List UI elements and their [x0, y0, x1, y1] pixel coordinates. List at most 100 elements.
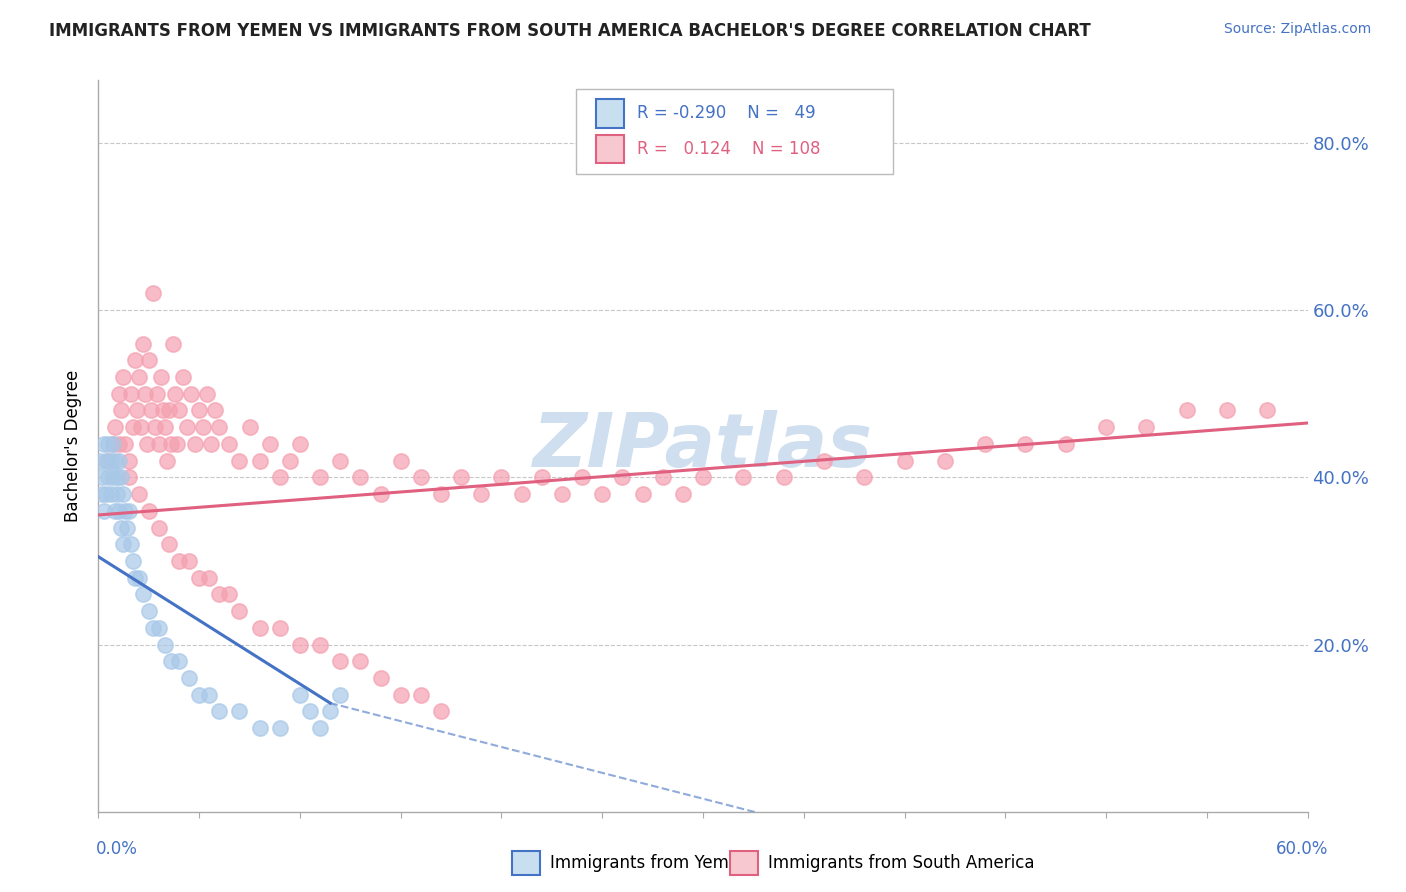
- Point: [198, 688, 221, 702]
- Point: [269, 721, 291, 735]
- Point: [167, 554, 190, 568]
- Point: [1135, 420, 1157, 434]
- Point: [430, 487, 453, 501]
- Point: [1054, 437, 1077, 451]
- Point: [125, 403, 148, 417]
- Point: [167, 403, 190, 417]
- Point: [148, 520, 170, 534]
- Point: [269, 621, 291, 635]
- Point: [259, 437, 281, 451]
- Point: [249, 721, 271, 735]
- Point: [204, 403, 226, 417]
- Point: [100, 487, 122, 501]
- Point: [156, 453, 179, 467]
- Text: Immigrants from South America: Immigrants from South America: [768, 855, 1035, 872]
- Point: [107, 437, 129, 451]
- Point: [319, 705, 342, 719]
- Point: [138, 604, 160, 618]
- Point: [91, 470, 114, 484]
- Point: [370, 671, 392, 685]
- Point: [97, 453, 120, 467]
- Point: [651, 470, 673, 484]
- Point: [389, 453, 412, 467]
- Point: [409, 688, 432, 702]
- Point: [162, 336, 184, 351]
- Text: Source: ZipAtlas.com: Source: ZipAtlas.com: [1223, 22, 1371, 37]
- Point: [591, 487, 613, 501]
- Point: [107, 386, 129, 401]
- Point: [105, 470, 128, 484]
- Point: [114, 504, 136, 518]
- Point: [1216, 403, 1239, 417]
- Point: [118, 504, 141, 518]
- Point: [138, 504, 160, 518]
- Point: [120, 386, 142, 401]
- Point: [510, 487, 533, 501]
- Point: [101, 437, 124, 451]
- Point: [200, 437, 222, 451]
- Point: [103, 453, 125, 467]
- Point: [349, 470, 371, 484]
- Point: [184, 437, 207, 451]
- Point: [163, 386, 186, 401]
- Point: [1014, 437, 1036, 451]
- Point: [551, 487, 574, 501]
- Point: [148, 621, 170, 635]
- Point: [672, 487, 695, 501]
- Point: [107, 453, 129, 467]
- Point: [974, 437, 997, 451]
- Point: [179, 554, 201, 568]
- Point: [329, 688, 352, 702]
- Point: [134, 386, 156, 401]
- Point: [692, 470, 714, 484]
- Point: [121, 554, 143, 568]
- Text: 0.0%: 0.0%: [96, 840, 138, 858]
- Point: [188, 571, 211, 585]
- Point: [470, 487, 492, 501]
- Point: [132, 587, 155, 601]
- Point: [208, 705, 231, 719]
- Point: [110, 520, 132, 534]
- Point: [228, 705, 250, 719]
- Point: [239, 420, 262, 434]
- Point: [160, 654, 183, 668]
- Point: [631, 487, 654, 501]
- Point: [1095, 420, 1118, 434]
- Point: [198, 571, 221, 585]
- Point: [733, 470, 755, 484]
- Point: [288, 638, 311, 652]
- Point: [329, 453, 352, 467]
- Point: [772, 470, 794, 484]
- Point: [157, 403, 180, 417]
- Point: [612, 470, 634, 484]
- Point: [129, 420, 152, 434]
- Point: [142, 621, 165, 635]
- Point: [124, 353, 146, 368]
- Point: [93, 504, 115, 518]
- Point: [103, 420, 125, 434]
- Point: [934, 453, 956, 467]
- Point: [450, 470, 472, 484]
- Point: [299, 705, 322, 719]
- Point: [166, 437, 188, 451]
- Text: IMMIGRANTS FROM YEMEN VS IMMIGRANTS FROM SOUTH AMERICA BACHELOR'S DEGREE CORRELA: IMMIGRANTS FROM YEMEN VS IMMIGRANTS FROM…: [49, 22, 1091, 40]
- Point: [142, 286, 165, 301]
- Point: [349, 654, 371, 668]
- Point: [139, 403, 162, 417]
- Point: [101, 470, 124, 484]
- Point: [370, 487, 392, 501]
- Point: [389, 688, 412, 702]
- Point: [89, 453, 111, 467]
- Point: [893, 453, 915, 467]
- Point: [138, 353, 160, 368]
- Point: [153, 638, 176, 652]
- Text: 60.0%: 60.0%: [1277, 840, 1329, 858]
- Point: [188, 688, 211, 702]
- Point: [309, 721, 332, 735]
- Text: R =   0.124    N = 108: R = 0.124 N = 108: [637, 140, 821, 158]
- Point: [107, 504, 129, 518]
- Point: [111, 487, 134, 501]
- Point: [100, 453, 122, 467]
- Point: [309, 470, 332, 484]
- Point: [179, 671, 201, 685]
